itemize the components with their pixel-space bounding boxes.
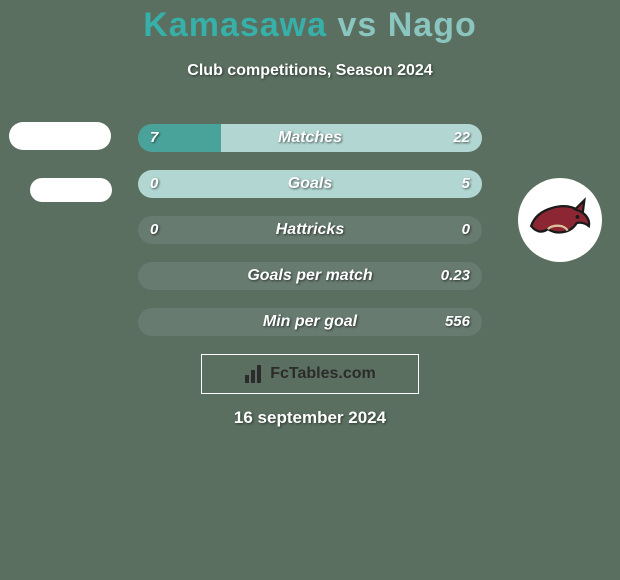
stat-value-right: 22 <box>453 124 470 152</box>
stat-label: Goals per match <box>138 262 482 290</box>
branding-text: FcTables.com <box>270 365 376 383</box>
stat-bars: Matches722Goals05Hattricks00Goals per ma… <box>138 124 482 354</box>
subtitle: Club competitions, Season 2024 <box>0 62 620 80</box>
stat-row: Hattricks0 0 <box>138 216 482 244</box>
stat-value-left: 0 <box>150 216 158 244</box>
stat-value-left: 7 <box>150 124 158 152</box>
title: Kamasawa vs Nago <box>0 6 620 45</box>
stat-row: Goals per match0.23 <box>138 262 482 290</box>
stat-label: Goals <box>138 170 482 198</box>
coyote-logo-icon <box>522 182 598 258</box>
player-right-avatar <box>518 178 602 262</box>
stat-value-right: 0 <box>462 216 470 244</box>
stat-label: Hattricks <box>138 216 482 244</box>
title-right: Nago <box>388 6 477 44</box>
comparison-infographic: Kamasawa vs Nago Club competitions, Seas… <box>0 0 620 580</box>
date: 16 september 2024 <box>0 408 620 428</box>
title-left: Kamasawa <box>143 6 327 44</box>
stat-value-left: 0 <box>150 170 158 198</box>
stat-row: Min per goal556 <box>138 308 482 336</box>
title-vs: vs <box>327 6 388 44</box>
player-left-avatar-1 <box>9 122 111 150</box>
player-left-avatar-2 <box>30 178 112 202</box>
bars-icon <box>244 365 264 383</box>
stat-value-right: 556 <box>445 308 470 336</box>
stat-value-right: 0.23 <box>441 262 470 290</box>
stat-value-right: 5 <box>462 170 470 198</box>
stat-label: Min per goal <box>138 308 482 336</box>
stat-row: Matches7 22 <box>138 124 482 152</box>
stat-row: Goals0 5 <box>138 170 482 198</box>
branding-box[interactable]: FcTables.com <box>201 354 419 394</box>
stat-label: Matches <box>138 124 482 152</box>
